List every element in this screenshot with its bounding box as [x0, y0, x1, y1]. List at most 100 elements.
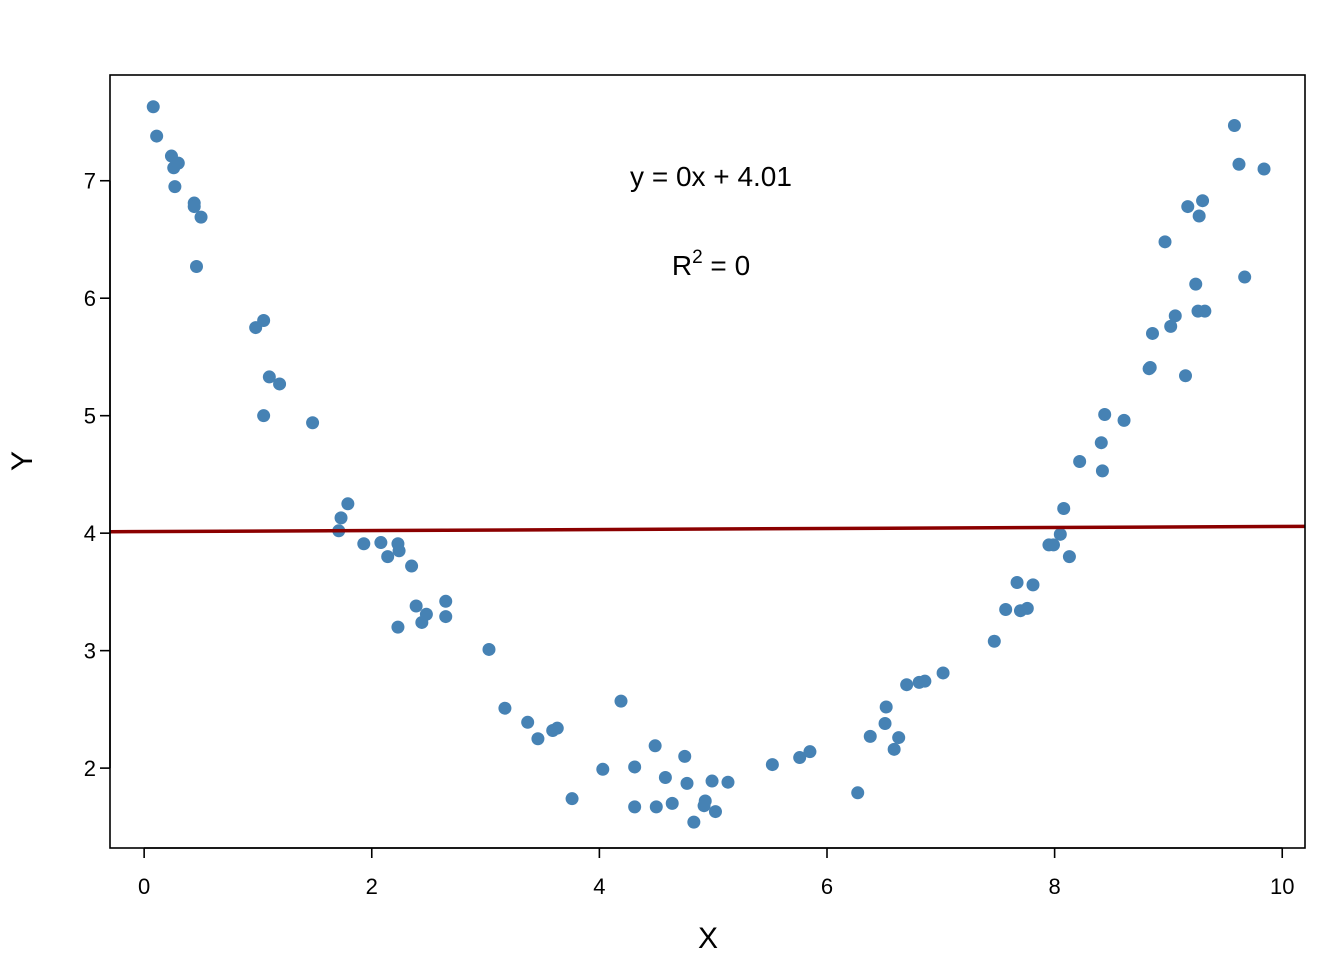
data-point: [887, 742, 901, 756]
data-point: [1057, 501, 1071, 515]
data-point: [1020, 601, 1034, 615]
data-point: [628, 760, 642, 774]
x-axis: 0 2 4 6 8 10: [138, 847, 1294, 899]
data-point: [1192, 209, 1206, 223]
data-point: [565, 792, 579, 806]
data-point: [596, 762, 610, 776]
data-point: [150, 129, 164, 143]
data-point: [1179, 369, 1192, 383]
data-points: [146, 100, 1271, 829]
x-tick-label: 0: [138, 874, 150, 899]
regression-line: [109, 524, 1306, 534]
data-point: [391, 620, 405, 634]
data-point: [187, 200, 201, 214]
data-point: [381, 550, 395, 564]
data-point: [341, 497, 355, 511]
data-point: [1232, 157, 1246, 171]
data-point: [482, 642, 496, 656]
data-point: [257, 314, 271, 328]
data-point: [649, 800, 663, 814]
data-point: [1196, 194, 1210, 208]
data-point: [705, 774, 719, 788]
data-point: [1046, 538, 1060, 552]
x-tick-label: 6: [821, 874, 833, 899]
data-point: [708, 805, 722, 819]
data-point: [357, 537, 371, 551]
data-point: [439, 594, 453, 608]
data-point: [863, 729, 877, 743]
data-point: [1189, 277, 1203, 291]
data-point: [1026, 578, 1040, 592]
data-point: [1053, 527, 1067, 541]
data-point: [1257, 162, 1271, 176]
data-point: [648, 739, 662, 753]
r-squared-suffix: = 0: [703, 250, 750, 281]
r-squared-superscript: 2: [692, 247, 703, 268]
data-point: [698, 794, 712, 808]
data-point: [498, 701, 512, 715]
data-point: [194, 210, 208, 224]
data-point: [1073, 455, 1087, 468]
data-point: [678, 749, 692, 763]
data-point: [1181, 200, 1195, 214]
data-point: [419, 607, 433, 621]
data-point: [1094, 436, 1108, 450]
data-point: [262, 370, 276, 384]
data-point: [793, 751, 807, 765]
data-point: [614, 694, 628, 708]
x-tick-label: 10: [1270, 874, 1294, 899]
y-tick-label: 6: [84, 286, 96, 311]
data-point: [721, 775, 735, 789]
data-point: [1062, 550, 1076, 564]
data-point: [680, 776, 694, 790]
data-point: [1145, 326, 1159, 340]
r-squared-annotation: R2 = 0: [672, 247, 750, 281]
data-point: [334, 511, 348, 525]
y-tick-label: 4: [84, 521, 96, 546]
y-tick-label: 2: [84, 756, 96, 781]
data-point: [1117, 413, 1131, 427]
data-point: [1238, 270, 1252, 284]
data-point: [171, 156, 185, 170]
data-point: [892, 731, 906, 745]
equation-annotation: y = 0x + 4.01: [630, 161, 792, 192]
data-point: [936, 666, 950, 680]
data-point: [405, 559, 419, 573]
data-point: [628, 800, 642, 814]
data-point: [918, 674, 932, 688]
y-tick-label: 7: [84, 169, 96, 194]
data-point: [803, 745, 817, 759]
x-axis-title: X: [698, 922, 718, 955]
data-point: [409, 599, 423, 613]
data-point: [658, 771, 672, 785]
y-axis-title: Y: [6, 451, 39, 471]
data-point: [168, 180, 182, 194]
data-point: [878, 716, 892, 730]
data-point: [306, 416, 320, 430]
data-point: [521, 715, 535, 729]
data-point: [851, 786, 865, 800]
data-point: [1143, 361, 1157, 375]
fit-line-layer: [109, 524, 1306, 534]
y-tick-label: 5: [84, 404, 96, 429]
data-point: [687, 815, 701, 829]
data-point: [1158, 235, 1172, 249]
data-point: [273, 377, 287, 391]
data-point: [1095, 464, 1109, 478]
data-point: [439, 610, 453, 624]
data-point: [665, 796, 679, 810]
data-point: [1168, 309, 1182, 323]
data-point: [374, 536, 388, 550]
data-point: [257, 409, 271, 423]
data-point: [1010, 576, 1024, 590]
data-point: [1098, 408, 1112, 422]
data-point: [1198, 304, 1212, 318]
x-tick-label: 4: [593, 874, 605, 899]
data-point: [550, 721, 564, 735]
data-point: [879, 700, 893, 714]
data-point: [1227, 119, 1241, 133]
data-point: [987, 634, 1001, 648]
y-tick-label: 3: [84, 639, 96, 664]
r-squared-prefix: R: [672, 250, 692, 281]
